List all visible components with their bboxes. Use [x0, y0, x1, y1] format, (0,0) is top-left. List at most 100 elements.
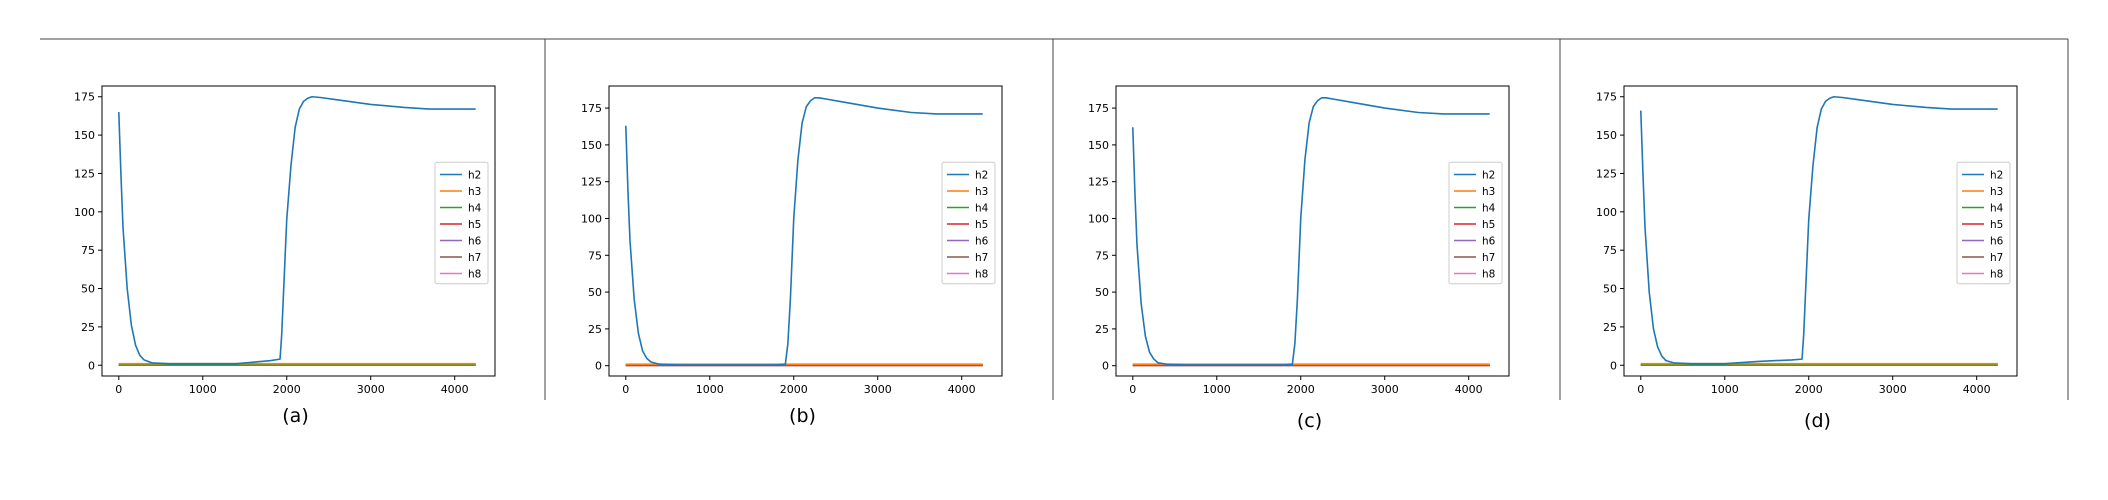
y-tick-label: 75 [1603, 244, 1617, 257]
y-tick-label: 25 [81, 321, 95, 334]
legend-label-h6: h6 [1482, 236, 1496, 248]
series-group [1639, 95, 1998, 366]
legend: h2 h3 h4 h5 h6 h7 h8 [941, 161, 996, 285]
legend-label-h2: h2 [1990, 170, 2003, 182]
y-tick-label: 150 [1596, 129, 1617, 142]
x-tick-label: 2000 [1795, 383, 1823, 396]
axes-frame [1623, 85, 2018, 377]
y-tick-label: 175 [1596, 91, 1617, 104]
x-tick-label: 1000 [189, 383, 217, 396]
x-tick-label: 4000 [1455, 383, 1483, 396]
y-tick-label: 75 [1095, 249, 1109, 262]
series-group [117, 95, 476, 366]
panel-caption: (c) [1297, 410, 1322, 432]
legend-label-h8: h8 [468, 269, 481, 281]
x-tick-label: 0 [622, 383, 629, 396]
legend-label-h4: h4 [1990, 203, 2004, 215]
legend: h2 h3 h4 h5 h6 h7 h8 [1956, 161, 2011, 285]
y-tick-label: 150 [74, 129, 95, 142]
y-tick-label: 25 [588, 323, 602, 336]
y-tick-label: 125 [1596, 167, 1617, 180]
y-tick-label: 25 [1095, 323, 1109, 336]
y-tick-label: 50 [1095, 286, 1109, 299]
y-tick-label: 100 [1596, 206, 1617, 219]
legend-label-h4: h4 [468, 203, 482, 215]
series-line-h2 [1639, 95, 1998, 365]
chart-panel-1: 0 1000 2000 3000 4000 0 25 50 75 100 125 150 175 h2 h3… [74, 85, 496, 427]
chart-panel-3: 0 1000 2000 3000 4000 0 25 50 75 100 125 150 175 h2 h3… [1088, 85, 1510, 432]
y-tick-label: 0 [1610, 359, 1617, 372]
x-tick-label: 2000 [780, 383, 808, 396]
y-tick-label: 175 [74, 91, 95, 104]
legend-label-h7: h7 [975, 252, 988, 264]
legend: h2 h3 h4 h5 h6 h7 h8 [434, 161, 489, 285]
axes-frame [101, 85, 496, 377]
series-group [1131, 96, 1490, 367]
y-tick-label: 125 [74, 167, 95, 180]
legend-box [434, 161, 489, 285]
x-tick-label: 4000 [1963, 383, 1991, 396]
legend-label-h7: h7 [1990, 252, 2003, 264]
legend-label-h3: h3 [468, 186, 481, 198]
legend-label-h4: h4 [975, 203, 989, 215]
x-tick-label: 2000 [1287, 383, 1315, 396]
series-line-h2 [1131, 96, 1490, 366]
y-tick-label: 125 [581, 176, 602, 189]
x-tick-label: 3000 [1879, 383, 1907, 396]
x-tick-label: 0 [115, 383, 122, 396]
y-tick-label: 150 [581, 139, 602, 152]
x-tick-label: 3000 [864, 383, 892, 396]
y-tick-label: 75 [81, 244, 95, 257]
y-tick-label: 175 [1088, 102, 1109, 115]
chart-panel-4: 0 1000 2000 3000 4000 0 25 50 75 100 125 150 175 h2 h3… [1596, 85, 2018, 432]
legend-label-h3: h3 [1482, 186, 1495, 198]
y-tick-label: 25 [1603, 321, 1617, 334]
x-tick-label: 1000 [1711, 383, 1739, 396]
axes-frame [1115, 85, 1510, 377]
legend-label-h2: h2 [975, 170, 988, 182]
legend-label-h5: h5 [468, 219, 481, 231]
panel-caption: (a) [282, 405, 308, 427]
x-tick-label: 4000 [948, 383, 976, 396]
legend-label-h2: h2 [468, 170, 481, 182]
legend-label-h6: h6 [1990, 236, 2004, 248]
legend-label-h8: h8 [1990, 269, 2003, 281]
y-tick-label: 150 [1088, 139, 1109, 152]
panel-caption: (d) [1804, 410, 1831, 432]
x-tick-label: 4000 [441, 383, 469, 396]
legend-label-h5: h5 [1482, 219, 1495, 231]
legend-label-h3: h3 [975, 186, 988, 198]
legend-label-h5: h5 [1990, 219, 2003, 231]
y-tick-label: 100 [1088, 212, 1109, 225]
legend-label-h7: h7 [468, 252, 481, 264]
y-tick-label: 100 [74, 206, 95, 219]
legend-label-h5: h5 [975, 219, 988, 231]
y-tick-label: 50 [588, 286, 602, 299]
legend-box [1956, 161, 2011, 285]
legend-label-h6: h6 [975, 236, 989, 248]
y-tick-label: 50 [81, 283, 95, 296]
legend-label-h7: h7 [1482, 252, 1495, 264]
series-line-h2 [117, 95, 476, 365]
axes-frame [608, 85, 1003, 377]
legend-label-h8: h8 [1482, 269, 1495, 281]
x-tick-label: 0 [1129, 383, 1136, 396]
legend-label-h4: h4 [1482, 203, 1496, 215]
series-line-h2 [624, 96, 983, 366]
legend-label-h3: h3 [1990, 186, 2003, 198]
x-tick-label: 1000 [696, 383, 724, 396]
x-tick-label: 3000 [1371, 383, 1399, 396]
panel-caption: (b) [789, 405, 816, 427]
y-tick-label: 100 [581, 212, 602, 225]
legend-box [1448, 161, 1503, 285]
y-tick-label: 175 [581, 102, 602, 115]
legend-box [941, 161, 996, 285]
x-tick-label: 2000 [273, 383, 301, 396]
y-tick-label: 75 [588, 249, 602, 262]
legend-label-h8: h8 [975, 269, 988, 281]
x-tick-label: 0 [1637, 383, 1644, 396]
x-tick-label: 3000 [357, 383, 385, 396]
y-tick-label: 0 [1102, 360, 1109, 373]
x-tick-label: 1000 [1203, 383, 1231, 396]
